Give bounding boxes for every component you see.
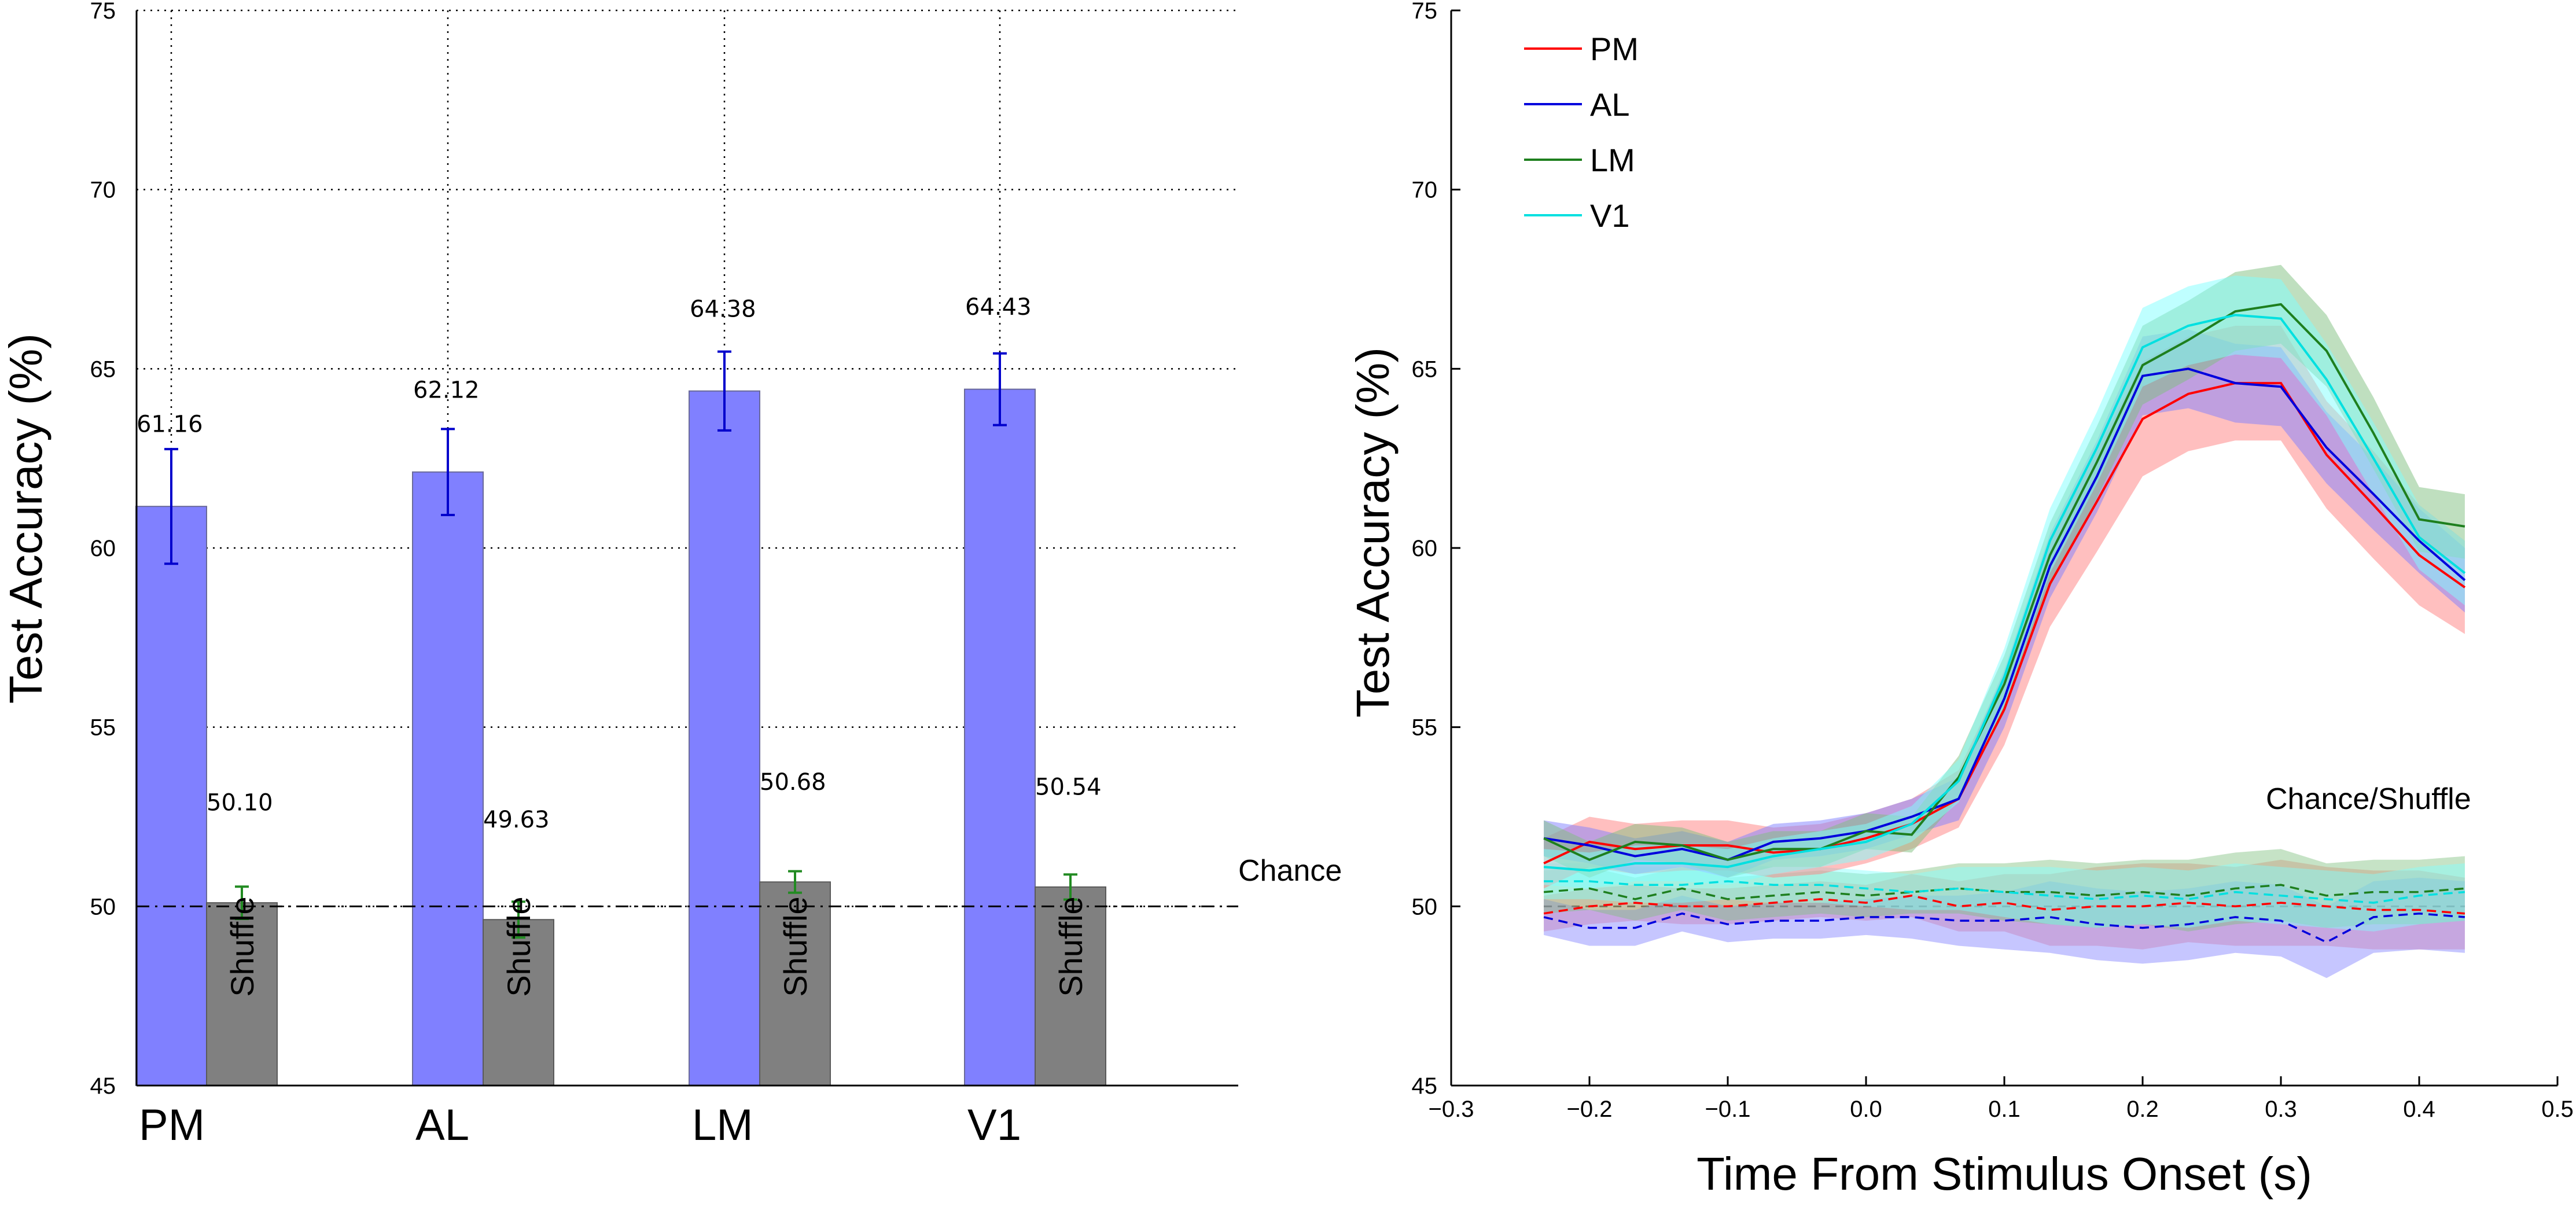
bar-shuffle xyxy=(206,902,278,1086)
right-x-tick-label: −0.3 xyxy=(1429,1097,1474,1122)
shuffle-line-LM xyxy=(1543,884,2465,900)
value-label-accuracy: 64.43 xyxy=(965,294,1032,321)
bar-shuffle xyxy=(759,881,831,1086)
shuffle-line-V1 xyxy=(1544,880,2465,904)
left-y-tick-label: 45 xyxy=(90,1073,116,1099)
right-y-axis-label: Test Accuracy (%) xyxy=(1347,347,1399,718)
chance-label: Chance xyxy=(1238,854,1342,888)
right-x-tick-label: 0.4 xyxy=(2403,1097,2435,1122)
left-y-tick-label: 65 xyxy=(90,356,116,382)
shuffle-band-LM xyxy=(1544,849,2465,932)
shuffle-bar-label: Shuffle xyxy=(224,896,260,996)
right-x-tick-label: 0.1 xyxy=(1988,1097,2021,1122)
chance-shuffle-annotation: Chance/Shuffle xyxy=(2266,782,2471,816)
accuracy-line-V1 xyxy=(1543,314,2466,872)
value-label-shuffle: 50.54 xyxy=(1035,774,1102,800)
right-x-tick-label: −0.1 xyxy=(1705,1097,1751,1122)
right-y-tick-label: 70 xyxy=(1412,178,1438,203)
shuffle-band-PM xyxy=(1544,859,2465,950)
shuffle-bar-label: Shuffle xyxy=(1053,896,1089,996)
right-x-tick-label: −0.2 xyxy=(1567,1097,1613,1122)
bar-accuracy xyxy=(964,388,1036,1086)
right-y-tick-label: 75 xyxy=(1412,0,1438,24)
bar-accuracy xyxy=(689,390,760,1086)
shuffle-line-PM xyxy=(1543,895,2465,915)
shuffle-bar-label: Shuffle xyxy=(777,896,814,996)
bar-shuffle xyxy=(1035,886,1106,1086)
value-label-accuracy: 62.12 xyxy=(413,377,480,403)
left-y-tick-label: 70 xyxy=(90,178,116,203)
legend-label: V1 xyxy=(1590,197,1630,234)
right-line-chart: 45 50 55 60 65 70 75 −0.3 −0.2 −0.1 0.0 0.1 0.2 0.3 0.… xyxy=(1347,0,2574,1200)
bar-accuracy xyxy=(135,506,207,1086)
category-label: AL xyxy=(415,1101,469,1150)
left-bar-chart: 45 50 55 60 65 70 75 61.16 50.10 Shuffle PM 62.12 49… xyxy=(0,0,1342,1150)
shuffle-line-AL xyxy=(1543,912,2465,944)
value-label-accuracy: 64.38 xyxy=(690,296,756,322)
right-y-tick-label: 65 xyxy=(1412,356,1438,382)
right-y-tick-label: 55 xyxy=(1412,715,1438,741)
shuffle-bar-label: Shuffle xyxy=(501,896,537,996)
accuracy-line-LM xyxy=(1543,303,2465,861)
bar-shuffle xyxy=(483,919,554,1086)
legend-label: AL xyxy=(1590,86,1630,123)
value-label-shuffle: 50.10 xyxy=(207,790,273,816)
right-y-tick-label: 50 xyxy=(1412,894,1438,919)
right-y-tick-label: 45 xyxy=(1412,1073,1438,1099)
value-label-accuracy: 61.16 xyxy=(137,411,203,438)
left-y-tick-label: 55 xyxy=(90,715,116,741)
right-x-tick-label: 0.2 xyxy=(2126,1097,2159,1122)
left-y-tick-label: 60 xyxy=(90,536,116,561)
legend-label: LM xyxy=(1590,142,1635,178)
value-label-shuffle: 50.68 xyxy=(760,769,826,796)
category-label: LM xyxy=(692,1101,753,1150)
bar-accuracy xyxy=(412,471,484,1087)
right-y-tick-label: 60 xyxy=(1412,536,1438,561)
shuffle-band-V1 xyxy=(1544,863,2465,932)
right-x-tick-label: 0.5 xyxy=(2541,1097,2574,1122)
value-label-shuffle: 49.63 xyxy=(483,807,550,833)
right-x-axis-label: Time From Stimulus Onset (s) xyxy=(1697,1148,2312,1200)
legend-label: PM xyxy=(1590,31,1639,67)
accuracy-line-PM xyxy=(1543,382,2466,864)
accuracy-line-AL xyxy=(1543,367,2466,861)
category-label: V1 xyxy=(967,1101,1021,1150)
left-y-axis-label: Test Accuracy (%) xyxy=(0,333,51,704)
left-y-tick-label: 50 xyxy=(90,894,116,919)
right-x-tick-label: 0.0 xyxy=(1850,1097,1882,1122)
right-x-tick-label: 0.3 xyxy=(2265,1097,2297,1122)
category-label: PM xyxy=(139,1101,205,1150)
left-y-tick-label: 75 xyxy=(90,0,116,24)
